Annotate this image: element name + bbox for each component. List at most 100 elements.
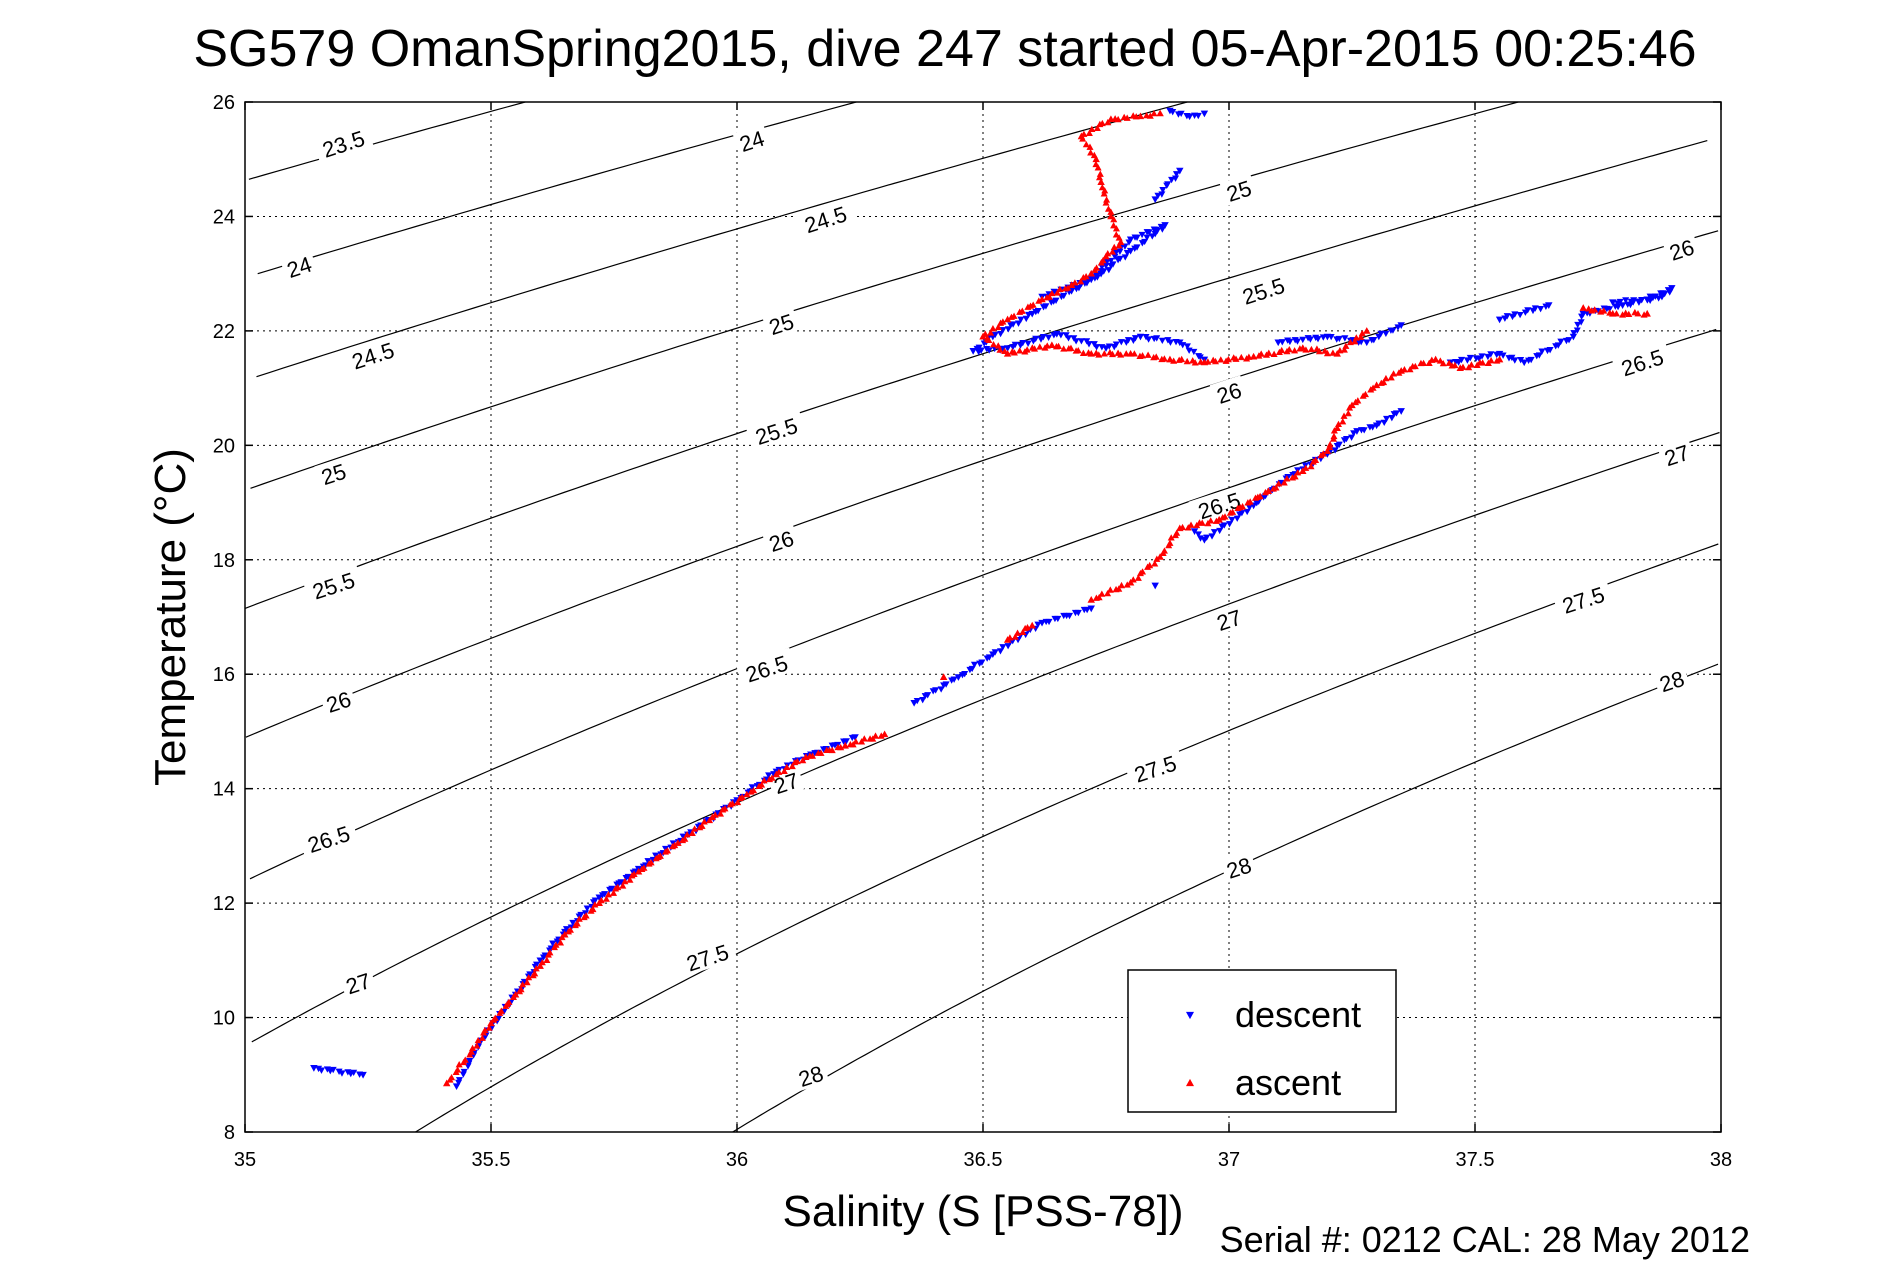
- ascent-point: [1056, 285, 1064, 292]
- density-contour-24.5: [256, 101, 1188, 378]
- ascent-point: [1082, 140, 1090, 148]
- descent-point: [583, 905, 591, 912]
- descent-point: [1542, 303, 1550, 310]
- ascent-point: [1411, 362, 1419, 370]
- ascent-point: [1291, 473, 1299, 480]
- ascent-point: [1104, 589, 1112, 597]
- ascent-point: [1099, 256, 1107, 264]
- ascent-point: [1209, 356, 1217, 363]
- ascent-point: [1085, 129, 1093, 136]
- legend-descent-marker: [1185, 1011, 1195, 1020]
- descent-point: [978, 659, 986, 666]
- ascent-point: [783, 763, 791, 771]
- descent-point: [1284, 337, 1292, 344]
- ascent-point: [1115, 585, 1123, 592]
- ascent-point: [841, 741, 849, 749]
- ascent-point: [604, 891, 612, 898]
- descent-point: [1382, 330, 1390, 338]
- ascent-point: [536, 962, 544, 969]
- descent-point: [533, 961, 541, 968]
- contour-label-background: [1219, 850, 1258, 884]
- ascent-point: [597, 896, 605, 904]
- ascent-point: [1221, 513, 1229, 520]
- ascent-point: [1094, 164, 1102, 171]
- descent-point: [1342, 435, 1350, 443]
- ascent-point: [1112, 225, 1120, 232]
- descent-point: [913, 697, 921, 705]
- ascent-point: [640, 864, 648, 871]
- descent-point: [1335, 441, 1343, 448]
- ascent-point: [1019, 628, 1027, 636]
- ascent-point: [1098, 590, 1106, 597]
- contour-layer: [244, 101, 1720, 1133]
- ascent-point: [1038, 295, 1046, 303]
- descent-point: [991, 331, 999, 339]
- ascent-point: [1361, 390, 1369, 398]
- legend-ascent-glyph: [1185, 1078, 1195, 1087]
- descent-point: [1375, 333, 1383, 341]
- descent-point: [1054, 615, 1062, 623]
- ascent-point: [461, 1056, 469, 1063]
- ascent-point: [1108, 248, 1117, 255]
- contour-label-background: [297, 818, 359, 859]
- contour-label: 25: [762, 306, 800, 340]
- descent-point: [1022, 315, 1030, 323]
- ascent-point: [614, 883, 622, 891]
- ascent-point: [1093, 124, 1101, 132]
- descent-point: [1016, 342, 1025, 349]
- ascent-point: [1014, 629, 1022, 636]
- ascent-point: [1144, 351, 1152, 358]
- descent-point: [1129, 337, 1137, 344]
- ascent-point: [1239, 502, 1247, 510]
- ascent-point: [443, 1079, 451, 1087]
- ascent-point: [1313, 345, 1321, 352]
- contour-label: 27.5: [1552, 578, 1614, 619]
- ascent-point: [996, 346, 1004, 353]
- ascent-point: [1088, 125, 1096, 132]
- density-contour-25: [250, 101, 1519, 489]
- descent-point: [765, 772, 773, 779]
- ascent-point: [1021, 348, 1029, 355]
- ascent-point: [989, 325, 997, 332]
- ascent-point: [1087, 149, 1095, 156]
- descent-point: [1618, 302, 1627, 309]
- descent-point: [1457, 356, 1466, 364]
- ascent-point: [1270, 350, 1278, 357]
- descent-point: [1216, 527, 1224, 535]
- ascent-point: [1243, 355, 1251, 362]
- descent-point: [1380, 419, 1388, 427]
- x-tick-label: 37: [1218, 1149, 1240, 1171]
- descent-point: [842, 738, 850, 745]
- descent-point: [1121, 254, 1129, 261]
- ascent-point: [691, 825, 699, 832]
- descent-point: [1164, 337, 1172, 344]
- ascent-point: [1018, 307, 1026, 314]
- contour-label-background: [302, 564, 364, 605]
- ascent-point: [1326, 441, 1334, 448]
- descent-point: [1090, 341, 1098, 348]
- descent-point: [1466, 354, 1474, 362]
- descent-point: [1622, 297, 1630, 304]
- ascent-point: [1425, 359, 1433, 366]
- ascent-point: [1016, 347, 1024, 354]
- ascent-point: [734, 798, 742, 806]
- descent-point: [1116, 255, 1124, 263]
- contour-label-background: [1209, 602, 1248, 636]
- descent-point: [601, 891, 609, 898]
- ascent-point: [478, 1034, 486, 1041]
- descent-point: [1158, 337, 1166, 345]
- x-tick-label: 38: [1710, 1149, 1732, 1171]
- descent-point: [1126, 247, 1135, 255]
- ascent-point: [1008, 348, 1016, 355]
- descent-point: [1009, 321, 1017, 328]
- ascent-point: [1098, 119, 1106, 127]
- descent-point: [1052, 297, 1060, 304]
- contour-label-background: [1652, 663, 1691, 697]
- descent-point: [1350, 430, 1358, 437]
- ascent-point: [1198, 519, 1206, 526]
- descent-point: [1312, 334, 1320, 342]
- descent-point: [1034, 308, 1042, 315]
- legend-ascent-label: ascent: [1235, 1062, 1341, 1103]
- ascent-point: [1467, 361, 1475, 368]
- y-tick-label: 26: [213, 92, 235, 114]
